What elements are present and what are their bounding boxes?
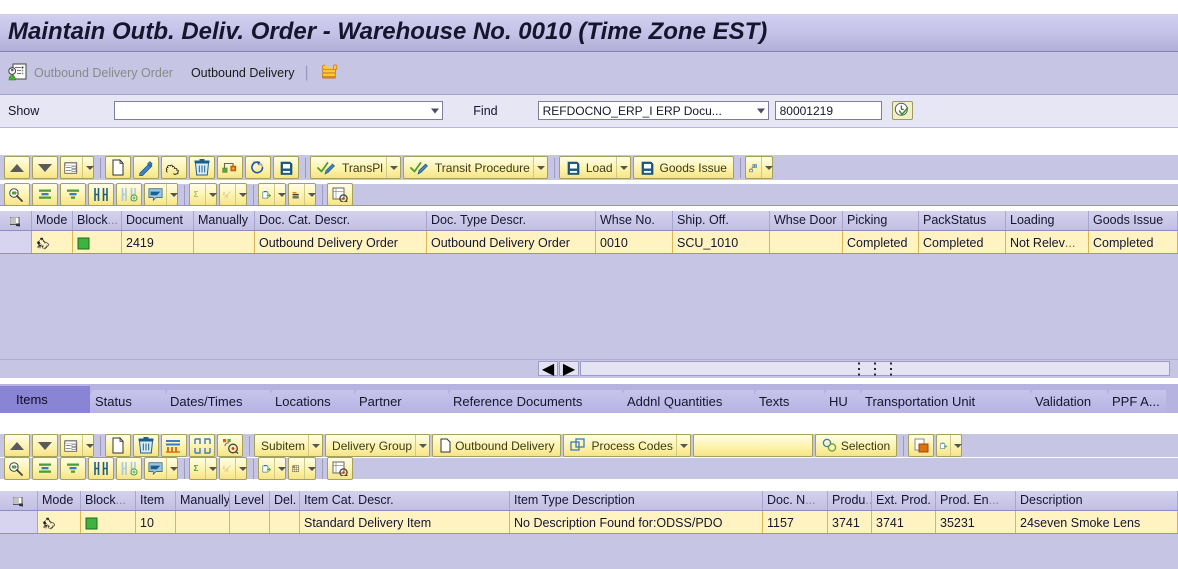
svg-text:Σ: Σ (226, 194, 229, 198)
svg-text:Σ: Σ (226, 468, 229, 472)
svg-text:Σ: Σ (223, 192, 226, 196)
svg-text:Σ: Σ (194, 464, 199, 473)
svg-text:Σ: Σ (194, 190, 199, 199)
svg-text:Σ: Σ (223, 466, 226, 470)
